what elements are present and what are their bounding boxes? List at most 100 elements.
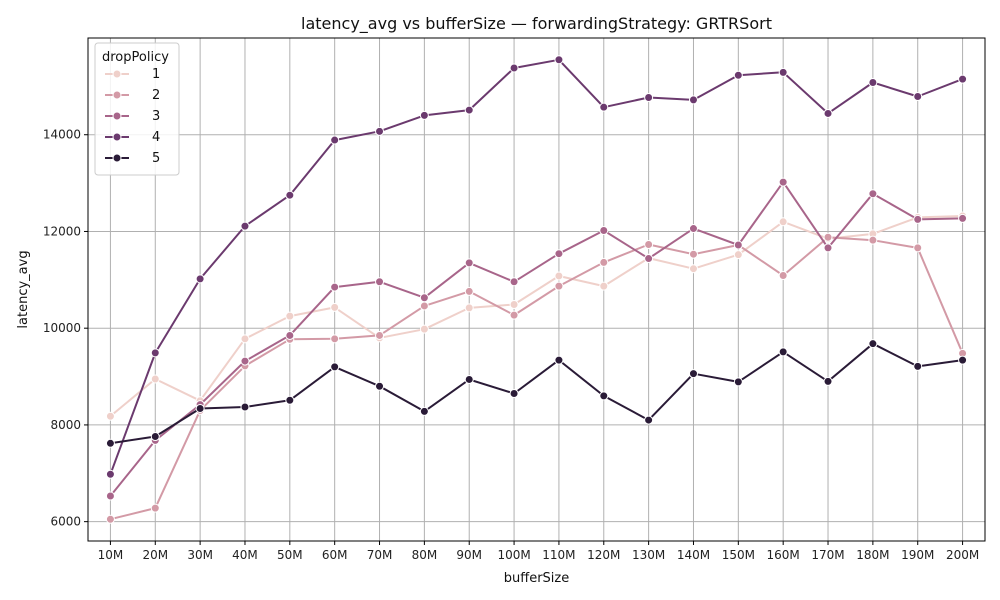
- x-tick-label: 60M: [322, 548, 348, 562]
- x-tick-label: 30M: [187, 548, 213, 562]
- x-tick-label: 120M: [587, 548, 620, 562]
- series-lines: [105, 55, 968, 524]
- series-line: [109, 181, 963, 497]
- y-axis-ticks: 6000 8000 10000 12000 14000: [43, 128, 88, 529]
- legend: dropPolicy 1 2 3 4 5: [94, 42, 180, 176]
- data-point: [509, 63, 519, 73]
- legend-item-3: 3: [105, 109, 160, 124]
- x-tick-label: 90M: [456, 548, 482, 562]
- y-axis-label: latency_avg: [16, 250, 31, 328]
- legend-label: 3: [152, 109, 160, 124]
- series-line: [110, 236, 964, 521]
- x-tick-label: 200M: [946, 548, 979, 562]
- legend-label: 4: [152, 130, 160, 145]
- x-tick-label: 190M: [901, 548, 934, 562]
- data-point: [688, 264, 698, 274]
- data-point: [105, 469, 115, 479]
- data-point: [599, 225, 609, 235]
- data-point: [733, 250, 743, 260]
- data-point: [554, 55, 564, 65]
- legend-marker: [112, 132, 122, 142]
- data-point: [464, 303, 474, 313]
- data-point: [554, 249, 564, 259]
- data-point: [464, 286, 474, 296]
- data-point: [285, 395, 295, 405]
- data-point: [509, 277, 519, 287]
- data-point: [330, 282, 340, 292]
- x-tick-label: 80M: [412, 548, 438, 562]
- series-3: [105, 177, 968, 501]
- data-point: [195, 274, 205, 284]
- data-point: [419, 110, 429, 120]
- data-point: [375, 381, 385, 391]
- data-point: [958, 213, 968, 223]
- data-point: [105, 514, 115, 524]
- x-tick-label: 140M: [677, 548, 710, 562]
- data-point: [330, 135, 340, 145]
- series-line: [109, 58, 963, 475]
- data-point: [868, 339, 878, 349]
- data-point: [599, 102, 609, 112]
- y-tick-label: 14000: [43, 128, 81, 142]
- legend-marker: [112, 111, 122, 121]
- y-tick-label: 12000: [43, 224, 81, 238]
- x-tick-label: 110M: [542, 548, 575, 562]
- data-point: [285, 330, 295, 340]
- legend-item-2: 2: [105, 88, 160, 103]
- data-point: [464, 258, 474, 268]
- x-tick-label: 130M: [632, 548, 665, 562]
- data-point: [778, 177, 788, 187]
- data-point: [644, 92, 654, 102]
- series-4: [105, 55, 968, 479]
- data-point: [554, 355, 564, 365]
- legend-item-5: 5: [105, 151, 160, 166]
- data-point: [913, 243, 923, 253]
- data-point: [150, 432, 160, 442]
- data-point: [330, 302, 340, 312]
- data-point: [509, 388, 519, 398]
- data-point: [644, 415, 654, 425]
- data-point: [150, 374, 160, 384]
- plot-area: [87, 37, 986, 542]
- data-point: [150, 348, 160, 358]
- legend-item-4: 4: [105, 130, 160, 145]
- y-tick-label: 10000: [43, 321, 81, 335]
- legend-title: dropPolicy: [102, 50, 169, 65]
- chart-title: latency_avg vs bufferSize — forwardingSt…: [301, 14, 772, 34]
- data-point: [330, 362, 340, 372]
- x-tick-label: 170M: [811, 548, 844, 562]
- data-point: [419, 324, 429, 334]
- data-point: [733, 70, 743, 80]
- x-axis-label: bufferSize: [504, 571, 569, 586]
- legend-label: 5: [152, 151, 160, 166]
- data-point: [688, 369, 698, 379]
- data-point: [375, 126, 385, 136]
- legend-marker: [112, 90, 122, 100]
- data-point: [195, 403, 205, 413]
- legend-marker: [112, 69, 122, 79]
- x-tick-label: 40M: [232, 548, 258, 562]
- data-point: [599, 281, 609, 291]
- legend-marker: [112, 153, 122, 163]
- legend-item-1: 1: [105, 67, 160, 82]
- data-point: [958, 74, 968, 84]
- data-point: [644, 254, 654, 264]
- data-point: [958, 355, 968, 365]
- data-point: [464, 374, 474, 384]
- data-point: [419, 293, 429, 303]
- data-point: [778, 270, 788, 280]
- data-point: [375, 330, 385, 340]
- data-point: [464, 105, 474, 115]
- legend-items: 1 2 3 4 5: [105, 67, 160, 166]
- data-point: [823, 376, 833, 386]
- x-axis-ticks: 10M 20M 30M 40M 50M 60M 70M 80M 90M 100M 110M 120M 1…: [98, 541, 979, 562]
- legend-label: 1: [152, 67, 160, 82]
- data-point: [688, 95, 698, 105]
- data-point: [285, 311, 295, 321]
- grid-lines: [88, 38, 985, 541]
- data-point: [778, 67, 788, 77]
- data-point: [644, 240, 654, 250]
- legend-label: 2: [152, 88, 160, 103]
- series-line: [109, 215, 963, 417]
- series-2: [105, 232, 968, 524]
